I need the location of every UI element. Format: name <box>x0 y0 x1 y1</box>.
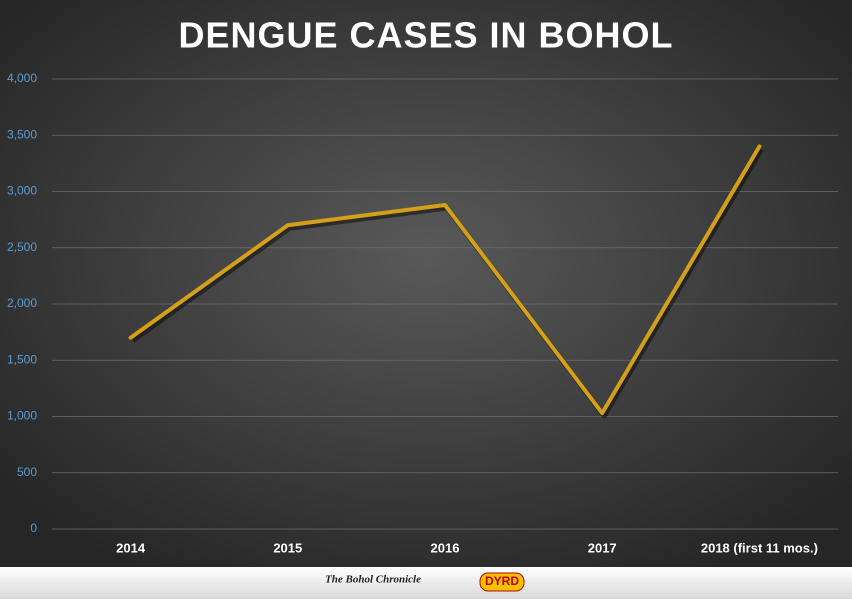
x-tick-label: 2017 <box>588 540 617 555</box>
y-tick-label: 500 <box>17 465 37 479</box>
y-tick-label: 3,500 <box>7 127 37 141</box>
y-tick-label: 3,000 <box>7 184 37 198</box>
y-tick-label: 2,000 <box>7 296 37 310</box>
logo: DYRD <box>485 574 519 588</box>
y-tick-label: 1,000 <box>7 409 37 423</box>
x-tick-label: 2018 (first 11 mos.) <box>701 540 818 555</box>
background <box>0 0 852 567</box>
y-tick-label: 1,500 <box>7 352 37 366</box>
logo: The Bohol Chronicle <box>325 574 421 586</box>
y-tick-label: 0 <box>30 521 37 535</box>
x-tick-label: 2016 <box>431 540 460 555</box>
footer <box>0 567 852 599</box>
data-line <box>128 144 762 416</box>
y-tick-label: 2,500 <box>7 240 37 254</box>
logo-badge <box>479 572 525 592</box>
y-tick-label: 4,000 <box>7 71 37 85</box>
chart-title: DENGUE CASES IN BOHOL <box>178 15 673 56</box>
x-tick-label: 2014 <box>116 540 146 555</box>
x-tick-label: 2015 <box>273 540 302 555</box>
